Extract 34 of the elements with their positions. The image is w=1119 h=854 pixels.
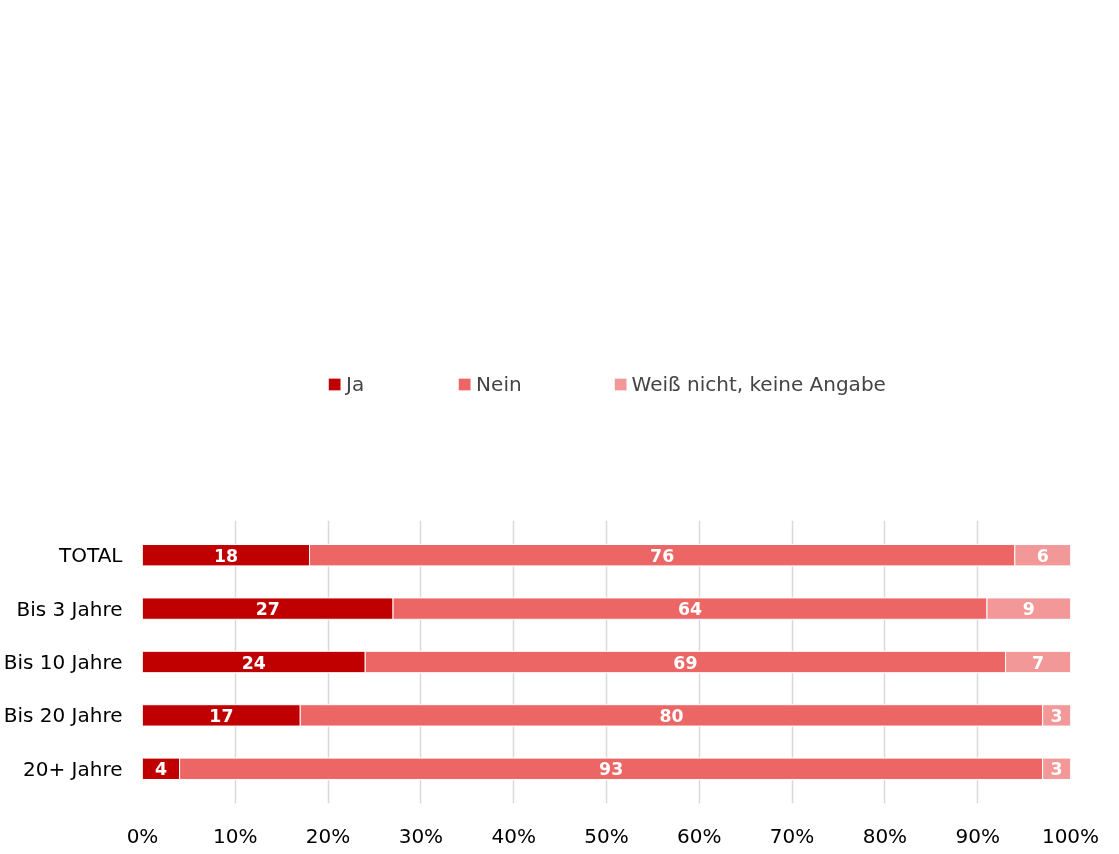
data-label: 24 <box>241 652 266 673</box>
data-label: 27 <box>255 599 280 620</box>
data-label: 3 <box>1050 705 1063 726</box>
x-tick-label: 0% <box>126 823 159 848</box>
data-label: 76 <box>650 545 675 566</box>
x-tick-label: 50% <box>584 823 629 848</box>
x-tick-label: 70% <box>769 823 815 848</box>
legend-label: Ja <box>346 372 366 396</box>
data-label: 64 <box>677 599 703 620</box>
data-label: 93 <box>599 759 624 780</box>
data-label: 80 <box>659 705 684 726</box>
data-label: 17 <box>209 705 234 726</box>
x-tick-label: 60% <box>677 823 722 848</box>
data-label: 7 <box>1031 652 1045 673</box>
data-label: 4 <box>155 759 168 780</box>
legend-label: Weiß nicht, keine Angabe <box>631 372 886 396</box>
y-tick-label: TOTAL <box>58 543 124 568</box>
data-label: 18 <box>213 545 239 566</box>
data-label: 69 <box>673 652 698 673</box>
x-tick-label: 30% <box>398 823 444 848</box>
x-tick-label: 90% <box>955 823 1000 848</box>
data-label: 6 <box>1036 545 1049 566</box>
y-tick-label: Bis 3 Jahre <box>16 596 123 621</box>
y-tick-label: 20+ Jahre <box>23 756 123 781</box>
x-tick-label: 10% <box>213 823 258 848</box>
y-tick-label: Bis 20 Jahre <box>3 703 123 728</box>
data-label: 3 <box>1050 759 1063 780</box>
y-tick-label: Bis 10 Jahre <box>3 650 123 674</box>
x-tick-label: 20% <box>305 823 351 848</box>
legend-label: Nein <box>476 372 522 396</box>
x-tick-label: 40% <box>491 823 536 848</box>
x-tick-label: 100% <box>1041 823 1100 848</box>
data-label: 9 <box>1022 599 1035 620</box>
x-tick-label: 80% <box>862 823 908 848</box>
